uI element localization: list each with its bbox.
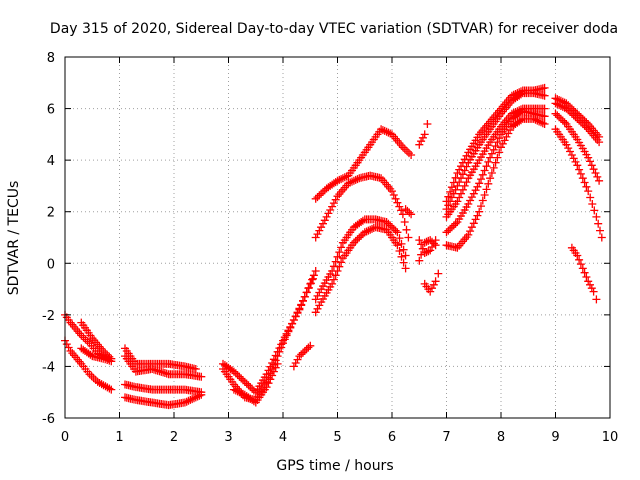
y-tick-label: 2 (47, 206, 55, 221)
x-tick-label: 1 (115, 430, 123, 445)
plus-markers (121, 380, 206, 397)
series-track-9 (219, 267, 320, 397)
plus-markers (289, 341, 315, 371)
plus-markers (442, 104, 549, 221)
y-axis-label: SDTVAR / TECUs (6, 181, 22, 296)
plus-markers (229, 359, 282, 407)
y-tick-label: 6 (47, 103, 55, 118)
x-axis-ticks: 0 1 2 3 4 5 6 7 8 9 10 (61, 57, 618, 445)
x-tick-label: 10 (602, 430, 619, 445)
plus-markers (415, 236, 440, 265)
series-track-24 (442, 104, 549, 221)
series-track-16 (311, 125, 416, 203)
x-tick-label: 2 (170, 430, 178, 445)
plus-markers (311, 125, 416, 203)
y-tick-label: 8 (47, 51, 55, 66)
x-tick-label: 6 (388, 430, 396, 445)
series-track-27 (551, 99, 604, 147)
y-tick-label: -4 (42, 360, 55, 375)
series-track-22 (442, 114, 549, 252)
x-tick-label: 3 (224, 430, 232, 445)
series-track-6 (121, 352, 206, 381)
plus-markers (311, 171, 413, 242)
series-track-13 (311, 223, 410, 317)
x-tick-label: 9 (551, 430, 559, 445)
x-axis-label: GPS time / hours (276, 458, 393, 474)
plus-markers (442, 114, 549, 252)
plus-markers (442, 89, 549, 214)
plus-markers (420, 269, 443, 296)
plus-markers (77, 344, 116, 366)
series-track-14 (311, 215, 410, 304)
series-track-18 (415, 120, 432, 149)
series-track-25 (442, 89, 549, 214)
series-track-20 (415, 236, 440, 265)
plus-markers (401, 205, 416, 219)
x-tick-label: 7 (442, 430, 450, 445)
plus-markers (311, 215, 410, 304)
series-track-11 (229, 359, 282, 407)
plus-markers (551, 94, 604, 141)
series-track-8 (121, 390, 206, 410)
series-track-15 (311, 171, 413, 242)
series-track-5 (121, 344, 200, 373)
plus-markers (551, 99, 604, 147)
x-tick-label: 5 (333, 430, 341, 445)
plus-markers (311, 223, 410, 317)
series-track-30 (551, 125, 606, 242)
plus-markers (415, 120, 432, 149)
series-track-29 (551, 109, 604, 185)
x-tick-label: 0 (61, 430, 69, 445)
plus-markers (551, 109, 604, 185)
y-tick-label: -6 (42, 412, 55, 427)
x-tick-label: 4 (279, 430, 287, 445)
data-points (61, 83, 606, 410)
chart-title: Day 315 of 2020, Sidereal Day-to-day VTE… (50, 21, 618, 37)
series-track-7 (121, 380, 206, 397)
x-tick-label: 8 (497, 430, 505, 445)
series-track-4 (77, 344, 116, 366)
series-track-21 (420, 269, 443, 296)
plus-markers (121, 344, 200, 373)
plus-markers (121, 390, 206, 410)
series-track-17 (401, 205, 416, 219)
y-tick-label: -2 (42, 309, 55, 324)
y-axis-ticks: -6 -4 -2 0 2 4 6 8 (42, 51, 610, 427)
plus-markers (442, 83, 549, 206)
plus-markers (219, 267, 320, 397)
y-tick-label: 0 (47, 257, 55, 272)
series-track-26 (442, 83, 549, 206)
series-track-28 (551, 94, 604, 141)
series-track-12 (289, 341, 315, 371)
series-track-31 (567, 243, 601, 304)
plus-markers (567, 243, 601, 304)
plus-markers (551, 125, 606, 242)
plus-markers (121, 352, 206, 381)
y-tick-label: 4 (47, 154, 55, 169)
